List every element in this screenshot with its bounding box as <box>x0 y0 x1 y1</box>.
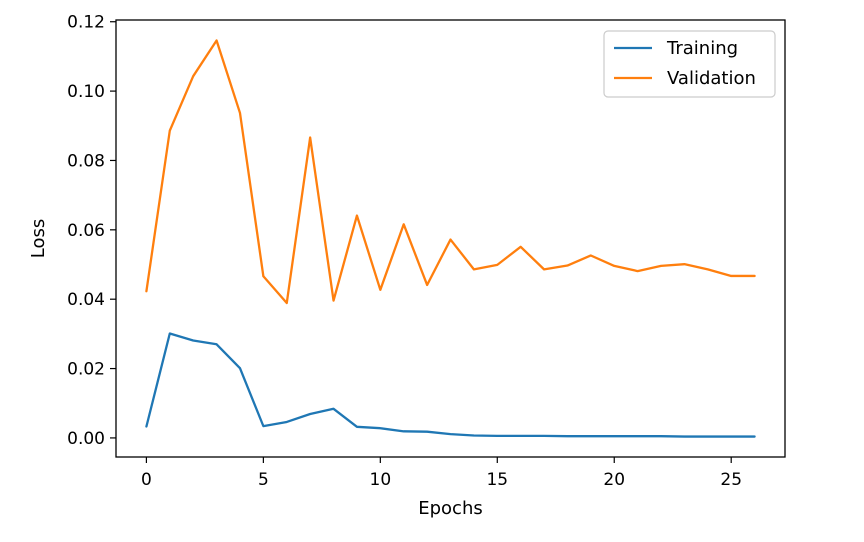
x-tick-label: 20 <box>603 470 625 490</box>
y-tick-label: 0.02 <box>67 360 105 380</box>
x-tick-label: 0 <box>141 470 152 490</box>
series-line-validation <box>145 39 756 305</box>
x-axis-ticks: 0 5 10 15 20 25 <box>141 457 742 490</box>
y-tick-label: 0.12 <box>67 13 105 33</box>
x-tick-label: 25 <box>720 470 742 490</box>
x-tick-label: 5 <box>258 470 269 490</box>
legend-label-validation: Validation <box>667 68 756 89</box>
legend-label-training: Training <box>666 38 738 59</box>
series-validation <box>145 39 756 305</box>
series-training <box>145 332 756 438</box>
y-tick-label: 0.04 <box>67 290 105 310</box>
y-tick-label: 0.00 <box>67 429 105 449</box>
y-tick-label: 0.08 <box>67 151 105 171</box>
y-tick-label: 0.10 <box>67 82 105 102</box>
legend: Training Validation <box>603 30 776 98</box>
series-layer <box>145 39 756 438</box>
x-tick-label: 15 <box>486 470 508 490</box>
y-axis-ticks: 0.00 0.02 0.04 0.06 0.08 0.10 0.12 <box>67 13 116 449</box>
y-tick-label: 0.06 <box>67 221 105 241</box>
plot-frame <box>115 19 786 458</box>
y-axis-title: Loss <box>28 219 49 258</box>
x-tick-label: 10 <box>370 470 392 490</box>
series-line-training <box>145 332 756 438</box>
x-axis-title: Epochs <box>418 498 483 519</box>
